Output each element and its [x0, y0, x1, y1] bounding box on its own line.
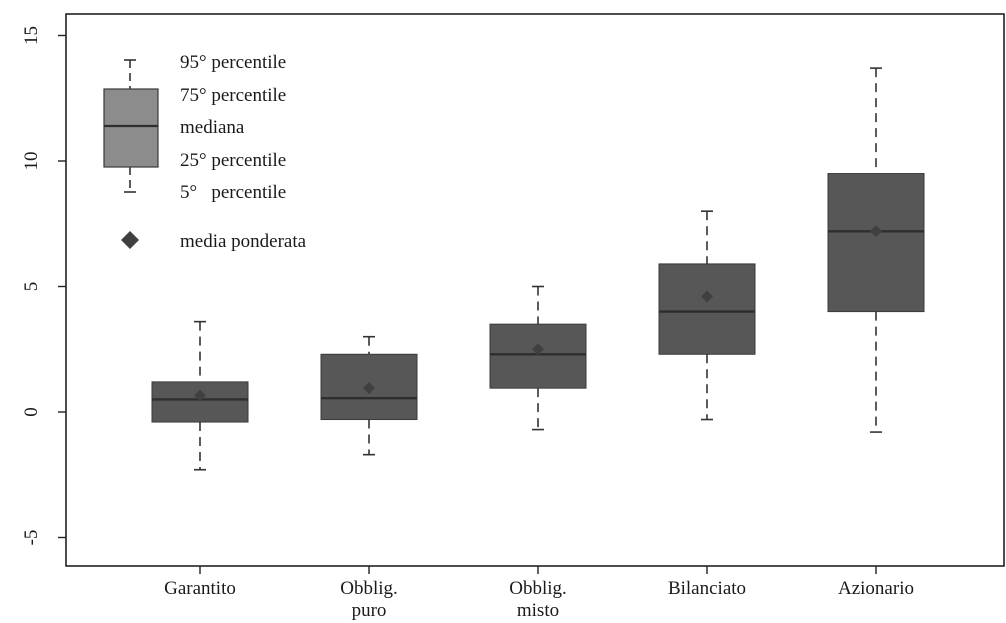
- x-category-label-line2: puro: [352, 600, 387, 621]
- y-tick-label: 0: [21, 407, 42, 417]
- legend-label-p5: 5° percentile: [180, 182, 286, 203]
- box-5: [827, 67, 925, 433]
- y-axis: -5 0 5 10 15: [21, 26, 66, 545]
- y-tick-label: 10: [21, 152, 42, 171]
- x-category-label: Garantito: [164, 578, 236, 599]
- interquartile-box: [827, 173, 925, 313]
- y-tick-label: 15: [21, 26, 42, 45]
- weighted-mean-marker: [532, 343, 544, 356]
- x-category-label: Bilanciato: [668, 578, 746, 599]
- box-3: [489, 285, 587, 431]
- interquartile-box: [151, 381, 249, 423]
- legend-label-p95: 95° percentile: [180, 52, 286, 73]
- x-category-label: Obblig.: [340, 578, 398, 599]
- plot-area-border: [65, 13, 1005, 567]
- x-category-label: Obblig.: [509, 578, 567, 599]
- y-tick-label: 5: [21, 282, 42, 292]
- box-2: [320, 335, 418, 456]
- x-category-label-line2: misto: [517, 600, 559, 621]
- legend: 95° percentile 75° percentile mediana 25° p…: [103, 52, 307, 252]
- y-tick-label: -5: [21, 530, 42, 546]
- legend-label-median: mediana: [180, 117, 245, 138]
- weighted-mean-marker: [194, 389, 206, 402]
- weighted-mean-marker: [870, 225, 882, 238]
- legend-mean-marker: [121, 231, 139, 249]
- weighted-mean-marker: [701, 290, 713, 303]
- box-series: [151, 67, 925, 471]
- plot-frame: [65, 13, 1005, 567]
- legend-label-mean: media ponderata: [180, 231, 307, 252]
- box-4: [658, 210, 756, 421]
- interquartile-box: [489, 323, 587, 389]
- x-axis: Garantito Obblig.puroObblig.mistoBilancia…: [164, 566, 914, 621]
- legend-label-p75: 75° percentile: [180, 85, 286, 106]
- legend-box-key: [103, 59, 159, 193]
- weighted-mean-marker: [363, 382, 375, 395]
- box-1: [151, 320, 249, 471]
- x-category-label: Azionario: [838, 578, 914, 599]
- legend-label-p25: 25° percentile: [180, 150, 286, 171]
- interquartile-box: [658, 263, 756, 355]
- legend-box: [103, 88, 159, 168]
